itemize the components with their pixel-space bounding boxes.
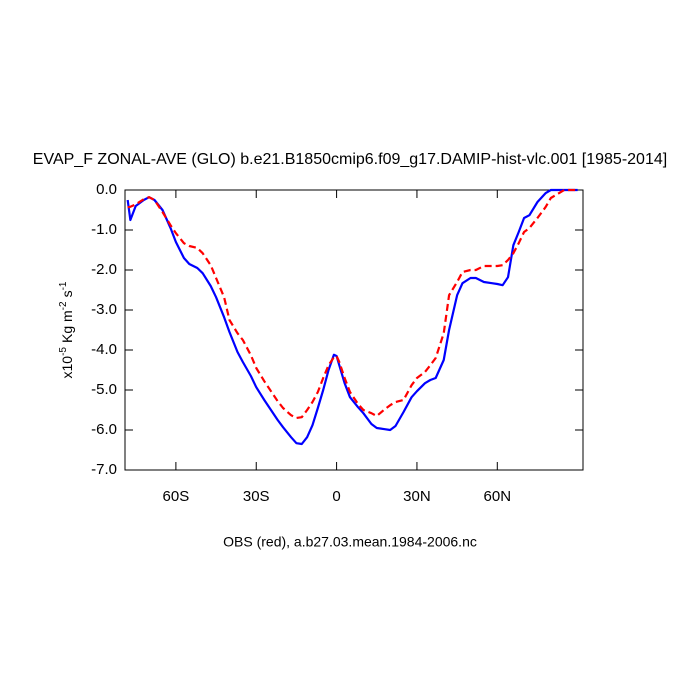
y-tick-label: -1.0 [91,221,117,238]
y-axis-label-part: Kg m [59,310,75,343]
y-axis-label-sup: -2 [58,301,69,310]
plot-frame [124,189,584,471]
y-tick-label: -5.0 [91,381,117,398]
y-tick-label: 0.0 [96,181,117,198]
x-tick-label: 60N [484,488,512,505]
y-axis-label-sup: -5 [58,347,69,356]
y-tick-label: -7.0 [91,461,117,478]
y-axis-label-part: s [59,290,75,297]
x-axis-label: OBS (red), a.b27.03.mean.1984-2006.nc [223,534,477,550]
y-tick-label: -2.0 [91,261,117,278]
y-tick-label: -4.0 [91,341,117,358]
y-axis-label-part: x10 [59,356,75,379]
chart-title: EVAP_F ZONAL-AVE (GLO) b.e21.B1850cmip6.… [33,151,667,168]
x-tick-label: 60S [163,488,190,505]
x-tick-label: 30S [243,488,270,505]
x-tick-label: 30N [403,488,431,505]
data-line [127,188,578,420]
y-tick-label: -6.0 [91,421,117,438]
x-tick-label: 0 [332,488,340,505]
y-tick-label: -3.0 [91,301,117,318]
y-axis-label: x10-5 Kg m-2 s-1 [58,281,75,378]
data-line [126,188,578,446]
y-axis-label-sup: -1 [58,281,69,290]
